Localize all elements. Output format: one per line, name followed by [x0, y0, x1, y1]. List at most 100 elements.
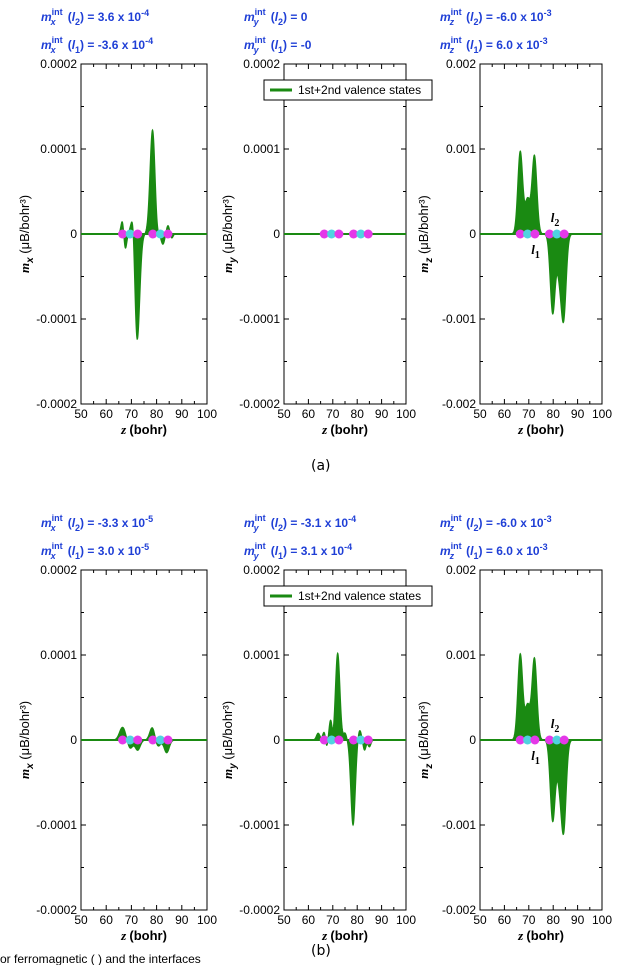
- atom-dot: [559, 229, 569, 239]
- y-tick-label: 0.001: [446, 648, 476, 662]
- y-tick-label: 0: [469, 733, 476, 747]
- y-axis-label: mz (μB/bohr³): [416, 701, 435, 779]
- atom-dot: [349, 735, 359, 745]
- annotation-l2: mint y (l2) = 0: [244, 7, 308, 27]
- atom-dot: [356, 229, 366, 239]
- x-axis-label: z (bohr): [321, 928, 368, 943]
- x-axis-label: z (bohr): [517, 422, 564, 437]
- atom-dot: [334, 229, 344, 239]
- x-axis-label: z (bohr): [517, 928, 564, 943]
- annotation-l2: mint x (l2) = -3.3 x 10-5: [41, 513, 153, 533]
- l1-label: l1: [531, 242, 540, 261]
- x-tick-label: 60: [498, 407, 512, 421]
- y-tick-label: -0.001: [442, 312, 476, 326]
- x-tick-label: 60: [100, 407, 114, 421]
- atom-dot: [327, 735, 337, 745]
- y-tick-label: 0.001: [446, 142, 476, 156]
- x-tick-label: 50: [74, 407, 88, 421]
- annotation-l1: mint z (l1) = 6.0 x 10-3: [440, 35, 548, 55]
- x-tick-label: 90: [571, 913, 585, 927]
- series-area: [480, 652, 602, 836]
- annotation-l2: mint z (l2) = -6.0 x 10-3: [440, 513, 552, 533]
- y-tick-label: 0: [469, 227, 476, 241]
- x-tick-label: 80: [351, 407, 365, 421]
- x-tick-label: 100: [592, 913, 612, 927]
- y-axis-label: my (μB/bohr³): [220, 701, 239, 779]
- x-tick-label: 60: [302, 913, 316, 927]
- y-tick-label: 0.0001: [40, 142, 77, 156]
- y-axis-label: mx (μB/bohr³): [17, 701, 36, 779]
- atom-dot: [552, 229, 562, 239]
- y-axis-label: my (μB/bohr³): [220, 195, 239, 273]
- x-tick-label: 80: [547, 913, 561, 927]
- x-tick-label: 70: [522, 913, 536, 927]
- x-tick-label: 90: [571, 407, 585, 421]
- atom-dot: [319, 735, 329, 745]
- x-tick-label: 70: [125, 913, 139, 927]
- atom-dot: [523, 229, 533, 239]
- x-tick-label: 70: [125, 407, 139, 421]
- x-tick-label: 60: [100, 913, 114, 927]
- x-tick-label: 70: [326, 407, 340, 421]
- atom-dot: [552, 735, 562, 745]
- y-tick-label: 0.0002: [40, 57, 77, 71]
- atom-dot: [349, 229, 359, 239]
- y-tick-label: 0: [70, 227, 77, 241]
- y-tick-label: -0.0001: [36, 312, 77, 326]
- atom-dot: [530, 229, 540, 239]
- atom-dot: [155, 229, 165, 239]
- annotation-l1: mint x (l1) = -3.6 x 10-4: [41, 35, 153, 55]
- annotation-l2: mint z (l2) = -6.0 x 10-3: [440, 7, 552, 27]
- x-tick-label: 90: [175, 913, 189, 927]
- atom-dot: [118, 229, 128, 239]
- atom-dot: [530, 735, 540, 745]
- y-axis-label: mx (μB/bohr³): [17, 195, 36, 273]
- legend: 1st+2nd valence states: [263, 585, 433, 607]
- atom-dot: [515, 735, 525, 745]
- atom-dot: [363, 229, 373, 239]
- x-tick-label: 100: [396, 407, 416, 421]
- annotation-l2: mint y (l2) = -3.1 x 10-4: [244, 513, 356, 533]
- l2-label: l2: [551, 210, 560, 229]
- y-tick-label: -0.001: [442, 818, 476, 832]
- y-tick-label: -0.002: [442, 903, 476, 917]
- atom-dot: [133, 735, 143, 745]
- x-tick-label: 50: [74, 913, 88, 927]
- atom-dot: [133, 229, 143, 239]
- x-tick-label: 50: [277, 913, 291, 927]
- y-tick-label: 0.0002: [243, 563, 280, 577]
- caption-b: (b): [311, 943, 331, 959]
- atom-dot: [334, 735, 344, 745]
- x-tick-label: 90: [375, 407, 389, 421]
- y-tick-label: 0.002: [446, 563, 476, 577]
- atom-dot: [148, 229, 158, 239]
- atom-dot: [148, 735, 158, 745]
- annotation-l1: mint z (l1) = 6.0 x 10-3: [440, 541, 548, 561]
- y-tick-label: -0.002: [442, 397, 476, 411]
- y-tick-label: 0.0001: [243, 648, 280, 662]
- y-tick-label: -0.0002: [239, 397, 280, 411]
- x-axis-label: z (bohr): [120, 928, 167, 943]
- atom-dot: [545, 735, 555, 745]
- legend-box: [263, 79, 433, 101]
- y-tick-label: 0: [70, 733, 77, 747]
- atom-dot: [356, 735, 366, 745]
- x-tick-label: 70: [326, 913, 340, 927]
- annotation-l1: mint y (l1) = 3.1 x 10-4: [244, 541, 352, 561]
- atom-dot: [163, 229, 173, 239]
- atom-dot: [363, 735, 373, 745]
- x-tick-label: 80: [150, 913, 164, 927]
- legend: 1st+2nd valence states: [263, 79, 433, 101]
- x-axis-label: z (bohr): [120, 422, 167, 437]
- x-tick-label: 100: [396, 913, 416, 927]
- x-tick-label: 100: [592, 407, 612, 421]
- x-tick-label: 80: [351, 913, 365, 927]
- annotation-l1: mint x (l1) = 3.0 x 10-5: [41, 541, 149, 561]
- x-tick-label: 50: [473, 407, 487, 421]
